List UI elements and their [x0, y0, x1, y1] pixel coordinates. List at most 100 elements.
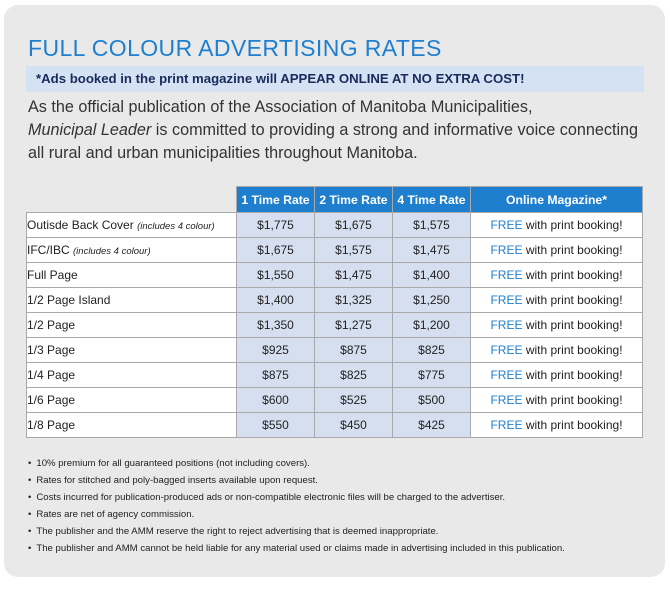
online-magazine-cell: FREE with print booking! [470, 387, 643, 413]
online-magazine-cell: FREE with print booking! [470, 337, 643, 363]
ad-size-label: Full Page [27, 268, 78, 282]
table-row: 1/8 Page $550 $450 $425 FREE with print book… [26, 412, 643, 438]
note-item: Rates are net of agency commission. [28, 506, 653, 523]
online-magazine-cell: FREE with print booking! [470, 412, 643, 438]
table-row: 1/2 Page Island $1,400 $1,325 $1,250 FREE wi… [26, 287, 643, 313]
note-item: Costs incurred for publication-produced … [28, 489, 653, 506]
table-row: 1/6 Page $600 $525 $500 FREE with print book… [26, 387, 643, 413]
rate-4-time-cell: $425 [392, 412, 471, 438]
note-item: Rates for stitched and poly-bagged inser… [28, 472, 653, 489]
free-label: FREE [490, 343, 523, 357]
rate-1-time-cell: $1,350 [236, 312, 315, 338]
table-row: 1/3 Page $925 $875 $825 FREE with print book… [26, 337, 643, 363]
rate-1-time-cell: $600 [236, 387, 315, 413]
free-label: FREE [490, 243, 523, 257]
rate-1-time-cell: $925 [236, 337, 315, 363]
table-row: 1/2 Page $1,350 $1,275 $1,200 FREE with prin… [26, 312, 643, 338]
table-row: 1/4 Page $875 $825 $775 FREE with print book… [26, 362, 643, 388]
note-item: The publisher and AMM cannot be held lia… [28, 540, 653, 557]
online-magazine-cell: FREE with print booking! [470, 362, 643, 388]
rate-2-time-cell: $450 [314, 412, 393, 438]
rate-4-time-cell: $1,400 [392, 262, 471, 288]
online-magazine-cell: FREE with print booking! [470, 237, 643, 263]
ad-size-cell: Outisde Back Cover (includes 4 colour) [26, 212, 237, 238]
ad-size-label: 1/2 Page Island [27, 293, 111, 307]
online-magazine-cell: FREE with print booking! [470, 287, 643, 313]
rate-4-time-cell: $1,250 [392, 287, 471, 313]
free-label: FREE [490, 293, 523, 307]
free-label: FREE [490, 318, 523, 332]
online-rest-label: with print booking! [525, 218, 623, 232]
online-rest-label: with print booking! [525, 343, 623, 357]
table-row: IFC/IBC (includes 4 colour) $1,675 $1,575 $… [26, 237, 643, 263]
table-row: Outisde Back Cover (includes 4 colour) $1… [26, 212, 643, 238]
ad-size-cell: 1/2 Page [26, 312, 237, 338]
ad-size-label: 1/4 Page [27, 368, 76, 382]
rate-1-time-cell: $1,775 [236, 212, 315, 238]
header-online-magazine: Online Magazine* [470, 186, 643, 213]
ad-size-cell: IFC/IBC (includes 4 colour) [26, 237, 237, 263]
header-2-time-rate: 2 Time Rate [314, 186, 393, 213]
online-magazine-cell: FREE with print booking! [470, 262, 643, 288]
ad-size-label: 1/6 Page [27, 393, 76, 407]
online-rest-label: with print booking! [525, 418, 623, 432]
rates-table: 1 Time Rate 2 Time Rate 4 Time Rate Onli… [26, 186, 643, 438]
rate-4-time-cell: $775 [392, 362, 471, 388]
ad-size-label: 1/2 Page [27, 318, 76, 332]
header-4-time-rate: 4 Time Rate [392, 186, 471, 213]
ad-size-cell: 1/4 Page [26, 362, 237, 388]
online-magazine-cell: FREE with print booking! [470, 312, 643, 338]
rate-2-time-cell: $1,325 [314, 287, 393, 313]
rate-4-time-cell: $1,575 [392, 212, 471, 238]
publication-name: Municipal Leader [28, 121, 152, 139]
ad-size-label: IFC/IBC [27, 243, 70, 257]
rate-2-time-cell: $875 [314, 337, 393, 363]
online-rest-label: with print booking! [525, 368, 623, 382]
ad-size-cell: 1/8 Page [26, 412, 237, 438]
ad-size-cell: Full Page [26, 262, 237, 288]
rate-2-time-cell: $1,675 [314, 212, 393, 238]
online-rest-label: with print booking! [525, 243, 623, 257]
ad-size-label: Outisde Back Cover [27, 218, 134, 232]
intro-text-before: As the official publication of the Assoc… [28, 98, 533, 116]
online-rest-label: with print booking! [525, 293, 623, 307]
notes-list: 10% premium for all guaranteed positions… [28, 455, 653, 557]
intro-text-after: is committed to providing a strong and i… [28, 121, 639, 162]
ad-size-label: 1/3 Page [27, 343, 76, 357]
rate-4-time-cell: $825 [392, 337, 471, 363]
page-title: FULL COLOUR ADVERTISING RATES [28, 35, 442, 61]
ad-size-note: (includes 4 colour) [137, 221, 215, 232]
rate-1-time-cell: $1,400 [236, 287, 315, 313]
free-label: FREE [490, 393, 523, 407]
ad-size-cell: 1/2 Page Island [26, 287, 237, 313]
rate-1-time-cell: $875 [236, 362, 315, 388]
rate-1-time-cell: $550 [236, 412, 315, 438]
rate-2-time-cell: $1,475 [314, 262, 393, 288]
table-row: Full Page $1,550 $1,475 $1,400 FREE with pri… [26, 262, 643, 288]
rates-table-body: Outisde Back Cover (includes 4 colour) $1… [26, 212, 643, 438]
online-magazine-cell: FREE with print booking! [470, 212, 643, 238]
online-rest-label: with print booking! [525, 393, 623, 407]
free-label: FREE [490, 268, 523, 282]
online-rest-label: with print booking! [525, 268, 623, 282]
note-item: The publisher and the AMM reserve the ri… [28, 523, 653, 540]
online-rest-label: with print booking! [525, 318, 623, 332]
free-label: FREE [490, 218, 523, 232]
free-label: FREE [490, 368, 523, 382]
header-blank-cell [27, 187, 237, 213]
rate-2-time-cell: $1,275 [314, 312, 393, 338]
ad-size-cell: 1/3 Page [26, 337, 237, 363]
note-item: 10% premium for all guaranteed positions… [28, 455, 653, 472]
online-notice-banner: *Ads booked in the print magazine will A… [26, 66, 644, 92]
rates-table-header-row: 1 Time Rate 2 Time Rate 4 Time Rate Onli… [27, 186, 643, 213]
rate-4-time-cell: $1,200 [392, 312, 471, 338]
ad-size-label: 1/8 Page [27, 418, 76, 432]
intro-paragraph: As the official publication of the Assoc… [28, 96, 648, 165]
rate-2-time-cell: $825 [314, 362, 393, 388]
rate-4-time-cell: $500 [392, 387, 471, 413]
header-1-time-rate: 1 Time Rate [236, 186, 315, 213]
ad-size-cell: 1/6 Page [26, 387, 237, 413]
rate-2-time-cell: $1,575 [314, 237, 393, 263]
ad-size-note: (includes 4 colour) [73, 246, 151, 257]
rate-2-time-cell: $525 [314, 387, 393, 413]
